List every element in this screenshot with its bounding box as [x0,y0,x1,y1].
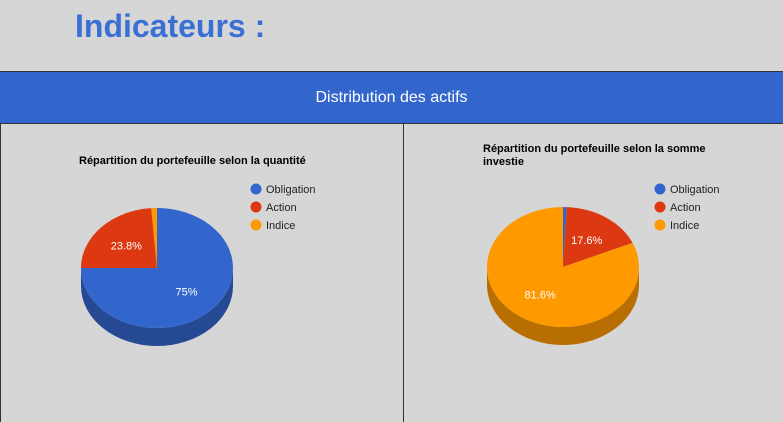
pie-data-label: 17.6% [571,235,602,247]
legend-label-obligation[interactable]: Obligation [670,184,720,196]
pie-side-indice [487,267,639,345]
pie-slice-obligation[interactable] [563,207,567,267]
legend-marker-indice [250,219,262,231]
chart-panel-quantity: Répartition du portefeuille selon la qua… [0,124,403,422]
legend-marker-obligation [654,183,666,195]
pie-slice-action[interactable] [81,208,157,268]
chart-title: Répartition du portefeuille selon la qua… [79,155,306,167]
pie-side-obligation [81,268,233,346]
pie-slice-action[interactable] [563,207,633,267]
pie-chart-investment: Répartition du portefeuille selon la som… [483,143,720,345]
legend-marker-action [250,201,262,213]
pie-data-label: 81.6% [525,290,556,302]
section-banner: Distribution des actifs [0,71,783,124]
chart-title: Répartition du portefeuille selon la som… [483,143,705,155]
chart-panel-investment: Répartition du portefeuille selon la som… [403,124,783,422]
legend-label-indice[interactable]: Indice [266,220,295,232]
legend-marker-indice [654,219,666,231]
pie-data-label: 23.8% [111,241,142,253]
section-title: Distribution des actifs [315,88,468,106]
legend-marker-action [654,201,666,213]
pie-data-label: 75% [176,286,198,298]
pie-chart-quantity: Répartition du portefeuille selon la qua… [79,155,316,346]
page-title: Indicateurs : [75,8,266,44]
pie-slice-indice[interactable] [151,208,157,268]
legend-label-action[interactable]: Action [670,202,701,214]
pie-slice-indice[interactable] [487,207,639,327]
legend-label-indice[interactable]: Indice [670,220,699,232]
legend-label-action[interactable]: Action [266,202,297,214]
legend-label-obligation[interactable]: Obligation [266,184,316,196]
legend-marker-obligation [250,183,262,195]
chart-title: investie [483,156,524,168]
